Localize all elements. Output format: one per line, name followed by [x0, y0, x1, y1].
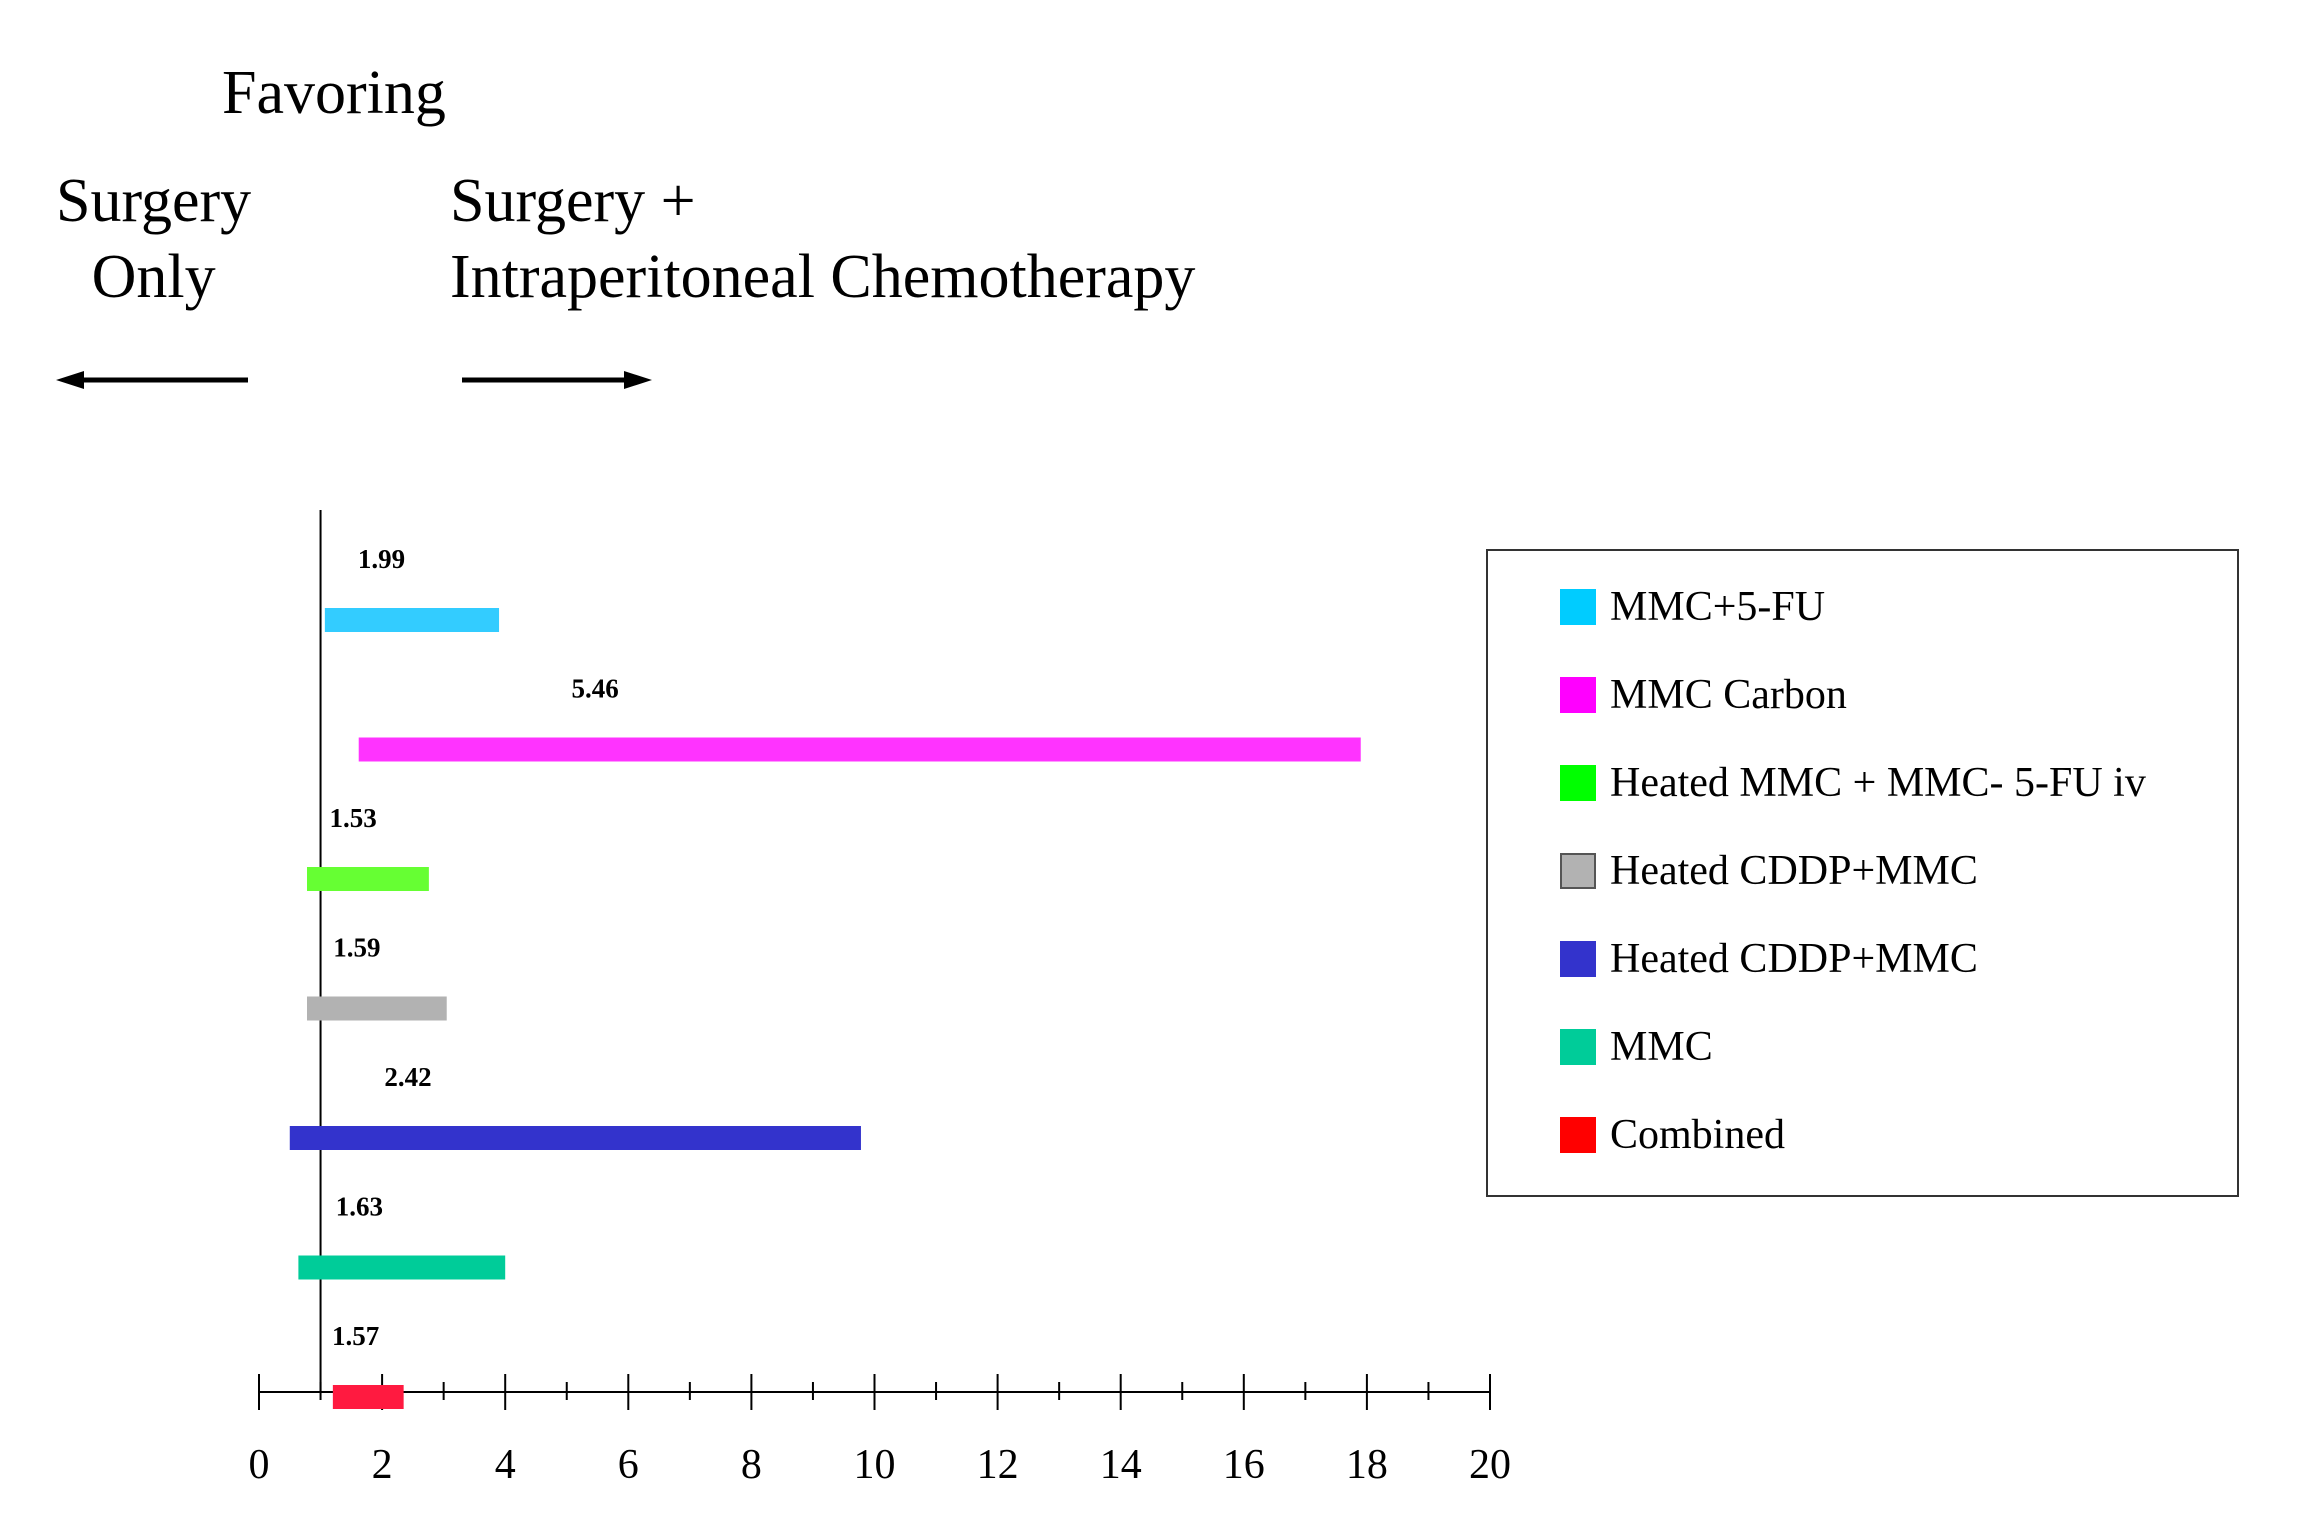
- bar-value-label: 1.59: [333, 933, 380, 963]
- surgery-only-line-2: Only: [91, 243, 216, 311]
- legend-item: Heated CDDP+MMC: [1560, 929, 1978, 989]
- legend-item: MMC+5-FU: [1560, 577, 1825, 637]
- bar-value-label: 5.46: [571, 674, 618, 704]
- legend-label: MMC: [1610, 1024, 1713, 1070]
- legend-swatch: [1560, 677, 1596, 713]
- legend: MMC+5-FU MMC Carbon Heated MMC + MMC- 5-FU…: [1486, 549, 2239, 1197]
- legend-swatch: [1560, 1029, 1596, 1065]
- x-tick-label: 2: [372, 1442, 393, 1488]
- bar-value-label: 2.42: [384, 1062, 431, 1092]
- ci-bar: [307, 867, 429, 891]
- legend-item: MMC: [1560, 1017, 1713, 1077]
- ci-bar: [289, 1126, 861, 1150]
- legend-label: Heated CDDP+MMC: [1610, 936, 1978, 982]
- legend-item: Combined: [1560, 1105, 1785, 1165]
- ci-bar: [307, 996, 447, 1021]
- bar-value-label: 1.63: [336, 1192, 383, 1222]
- ci-bar: [358, 737, 1361, 762]
- x-tick-label: 10: [854, 1442, 896, 1488]
- x-tick-label: 16: [1223, 1442, 1265, 1488]
- ci-bar: [298, 1255, 506, 1280]
- ci-bar: [324, 608, 500, 632]
- surgery-plus-chemo-line-1: Surgery +: [450, 167, 696, 235]
- x-tick-label: 18: [1346, 1442, 1388, 1488]
- x-tick-label: 20: [1469, 1442, 1511, 1488]
- x-tick-label: 8: [741, 1442, 762, 1488]
- bar-value-label: 1.57: [332, 1321, 379, 1351]
- bar-value-label: 1.99: [358, 544, 405, 574]
- legend-label: Heated CDDP+MMC: [1610, 848, 1978, 894]
- x-tick-label: 14: [1100, 1442, 1142, 1488]
- legend-label: Combined: [1610, 1112, 1785, 1158]
- x-tick-label: 4: [495, 1442, 516, 1488]
- right-arrow: [462, 371, 652, 389]
- bar-value-label: 1.53: [330, 803, 377, 833]
- surgery-only-label: Surgery Only: [56, 170, 251, 322]
- legend-item: Heated CDDP+MMC: [1560, 841, 1978, 901]
- surgery-only-line-1: Surgery: [56, 167, 252, 235]
- legend-swatch: [1560, 941, 1596, 977]
- legend-item: MMC Carbon: [1560, 665, 1847, 725]
- plot-area: 0 2 4 6 8 10 12 14 16 18 20 1.99 5.46 1.53 1.59 2.42 1.6…: [249, 510, 1511, 1488]
- legend-label: Heated MMC + MMC- 5-FU iv: [1610, 760, 2146, 806]
- x-tick-label: 0: [249, 1442, 270, 1488]
- surgery-plus-chemo-line-2: Intraperitoneal Chemotherapy: [450, 243, 1196, 311]
- legend-item: Heated MMC + MMC- 5-FU iv: [1560, 753, 2146, 813]
- x-tick-label: 12: [977, 1442, 1019, 1488]
- left-arrow: [56, 371, 248, 389]
- legend-swatch: [1560, 589, 1596, 625]
- legend-label: MMC Carbon: [1610, 672, 1847, 718]
- legend-swatch: [1560, 1117, 1596, 1153]
- legend-label: MMC+5-FU: [1610, 584, 1826, 630]
- ci-bar: [332, 1385, 404, 1409]
- legend-swatch: [1560, 765, 1596, 801]
- surgery-plus-chemo-label: Surgery + Intraperitoneal Chemotherapy: [450, 170, 1195, 322]
- x-tick-label: 6: [618, 1442, 639, 1488]
- legend-swatch: [1560, 853, 1596, 889]
- favoring-heading: Favoring: [222, 59, 446, 127]
